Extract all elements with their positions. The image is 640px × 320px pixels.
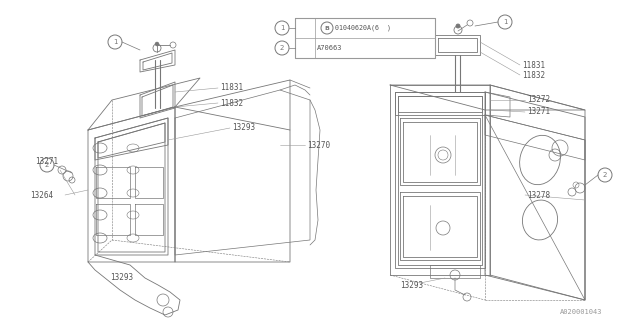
Text: 13271: 13271 <box>527 108 550 116</box>
Text: 1: 1 <box>113 39 117 45</box>
Circle shape <box>155 42 159 46</box>
Text: 1: 1 <box>280 25 284 31</box>
Text: 13293: 13293 <box>110 274 133 283</box>
Text: 13270: 13270 <box>307 140 330 149</box>
Text: B: B <box>324 26 330 30</box>
Text: 11832: 11832 <box>220 99 243 108</box>
Text: 2: 2 <box>603 172 607 178</box>
Text: 11832: 11832 <box>522 70 545 79</box>
Text: A020001043: A020001043 <box>560 309 602 315</box>
Text: A70663: A70663 <box>317 45 342 51</box>
Text: 13293: 13293 <box>232 124 255 132</box>
Text: 13293: 13293 <box>400 281 423 290</box>
Text: 2: 2 <box>280 45 284 51</box>
Text: 13271: 13271 <box>35 157 58 166</box>
Text: 11831: 11831 <box>220 84 243 92</box>
Text: 11831: 11831 <box>522 60 545 69</box>
Text: 13264: 13264 <box>30 190 53 199</box>
Text: 2: 2 <box>45 162 49 168</box>
Circle shape <box>456 24 460 28</box>
Text: 13272: 13272 <box>527 95 550 105</box>
Text: 1: 1 <box>503 19 508 25</box>
Text: 13278: 13278 <box>527 190 550 199</box>
Text: 01040620A(6  ): 01040620A(6 ) <box>335 25 391 31</box>
